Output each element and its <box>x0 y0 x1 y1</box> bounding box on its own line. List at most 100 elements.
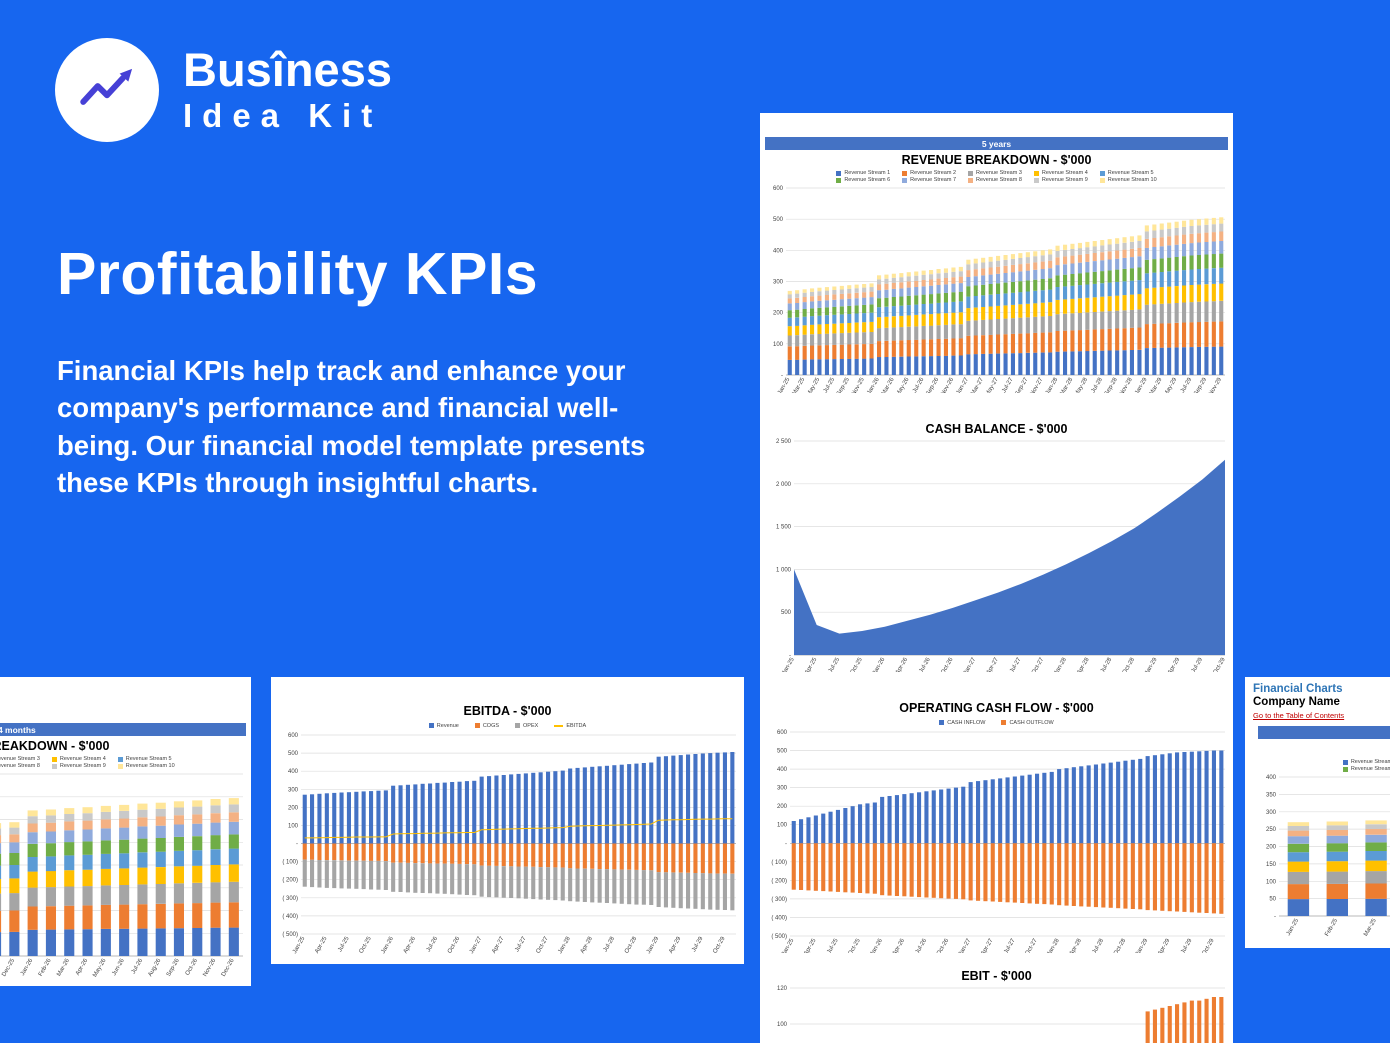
legend-label: Revenue Stream 4 <box>59 756 106 762</box>
legend-item: Revenue <box>428 723 459 729</box>
svg-text:500: 500 <box>773 217 784 223</box>
svg-text:( 200): ( 200) <box>282 878 298 884</box>
legend-label: Revenue Stream 10 <box>125 763 175 769</box>
svg-text:Feb-26: Feb-26 <box>38 957 53 977</box>
svg-text:Jun-26: Jun-26 <box>111 957 126 976</box>
svg-text:350: 350 <box>1266 792 1277 798</box>
legend-item: Revenue Stream 1 <box>836 170 890 176</box>
legend-item: EBITDA <box>554 723 586 729</box>
brand-name: Busîness <box>183 42 392 96</box>
svg-text:Oct-28: Oct-28 <box>624 935 639 954</box>
ebitda-chart: 600 500 400 300 200 100 - ( 100) ( 200) ( 300) ( 4… <box>282 733 736 955</box>
svg-text:Jul-26: Jul-26 <box>131 957 145 975</box>
legend-item: Revenue Stream 1 <box>1342 759 1390 765</box>
svg-text:100: 100 <box>777 1022 788 1028</box>
svg-text:Mar-26: Mar-26 <box>56 957 71 977</box>
svg-text:Oct-26: Oct-26 <box>447 935 462 954</box>
legend-swatch <box>51 756 57 762</box>
legend-label: Revenue Stream 8 <box>0 763 40 769</box>
svg-text:Oct-26: Oct-26 <box>185 957 200 976</box>
svg-text:100: 100 <box>777 823 788 829</box>
chart-title: EBIT - $'000 <box>961 969 1032 983</box>
svg-text:Feb-25: Feb-25 <box>1324 917 1339 937</box>
legend-item: Revenue Stream 8 <box>0 763 40 769</box>
brand-subname: Idea Kit <box>183 96 383 134</box>
legend-swatch <box>1099 170 1105 176</box>
svg-text:Jul-29: Jul-29 <box>1180 376 1194 394</box>
table-of-contents-link[interactable]: Go to the Table of Contents <box>1253 711 1345 720</box>
page-description: Financial KPIs help track and enhance yo… <box>57 355 646 499</box>
svg-text:2 000: 2 000 <box>776 482 792 488</box>
svg-text:( 400): ( 400) <box>282 914 298 920</box>
svg-text:May-26: May-26 <box>92 957 108 978</box>
svg-text:100: 100 <box>773 342 784 348</box>
legend-swatch <box>51 763 57 769</box>
svg-text:200: 200 <box>773 311 784 317</box>
brand-logo <box>55 38 159 142</box>
svg-text:Jan-28: Jan-28 <box>557 935 572 954</box>
svg-text:Oct-25: Oct-25 <box>359 935 374 954</box>
svg-text:2 500: 2 500 <box>776 439 792 445</box>
legend-item: Revenue Stream 3 <box>0 756 40 762</box>
legend-label: Revenue Stream 3 <box>976 170 1022 176</box>
svg-text:600: 600 <box>288 733 299 739</box>
svg-text:Jan-25: Jan-25 <box>1286 917 1301 936</box>
legend-label: Revenue Stream 3 <box>0 756 40 762</box>
svg-text:Jan-29: Jan-29 <box>646 935 661 954</box>
chart-title: REVENUE BREAKDOWN - $'000 <box>1253 742 1390 756</box>
svg-text:Oct-29: Oct-29 <box>712 935 727 954</box>
trend-arrow-icon <box>80 68 133 105</box>
svg-text:Apr-25: Apr-25 <box>314 935 329 954</box>
legend-item: Revenue Stream 4 <box>51 756 106 762</box>
revenue-breakdown-24m-chart: 40035030025020015010050-Jan-25Feb-25Mar-… <box>0 773 243 978</box>
legend-label: Revenue Stream 6 <box>844 177 891 183</box>
svg-text:300: 300 <box>1266 810 1277 816</box>
chart-title: REVENUE BREAKDOWN - $'000 <box>901 153 1092 167</box>
svg-text:200: 200 <box>777 804 788 810</box>
legend-label: CASH OUTFLOW <box>1009 719 1054 726</box>
legend-label: EBITDA <box>566 722 587 729</box>
legend-item: Revenue Stream 6 <box>836 177 890 183</box>
legend-item: Revenue Stream 2 <box>902 170 956 176</box>
svg-text:Jul-25: Jul-25 <box>337 935 351 953</box>
svg-text:-: - <box>781 373 783 379</box>
legend-swatch <box>117 763 123 769</box>
legend-label: Revenue Stream 7 <box>910 177 957 183</box>
svg-text:Jul-29: Jul-29 <box>691 935 705 953</box>
svg-text:( 300): ( 300) <box>282 896 298 902</box>
brand-text: Busîness Idea Kit <box>183 46 392 135</box>
svg-text:Aug-26: Aug-26 <box>148 957 163 977</box>
svg-text:Jul-26: Jul-26 <box>426 935 440 953</box>
legend-item: Revenue Stream 4 <box>1033 170 1088 176</box>
svg-text:Jul-27: Jul-27 <box>514 935 528 953</box>
svg-text:Apr-27: Apr-27 <box>491 935 506 954</box>
svg-text:400: 400 <box>1266 775 1277 781</box>
legend-swatch <box>117 756 123 762</box>
svg-text:( 300): ( 300) <box>771 897 787 903</box>
svg-text:Jul-27: Jul-27 <box>1001 376 1015 394</box>
legend-item: Revenue Stream 7 <box>902 177 956 183</box>
chart-legend: Revenue COGS OPEX EBITDA <box>271 721 744 730</box>
legend-line-marker <box>554 724 564 727</box>
chart-title: OPERATING CASH FLOW - $'000 <box>899 701 1094 715</box>
legend-label: COGS <box>482 722 500 729</box>
legend-swatch <box>1099 177 1105 183</box>
legend-item: Revenue Stream 5 <box>117 756 175 762</box>
legend-swatch <box>474 723 480 728</box>
svg-text:Nov-26: Nov-26 <box>202 957 217 977</box>
legend-label: Revenue Stream 1 <box>844 170 891 176</box>
chart-legend: CASH INFLOW CASH OUTFLOW <box>760 718 1233 727</box>
chart-card-cash-balance: CASH BALANCE - $'000 2 500 2 000 1 500 1 00… <box>760 393 1233 685</box>
legend-item: CASH INFLOW <box>939 720 985 726</box>
chart-title: REVENUE BREAKDOWN - $'000 <box>0 739 110 753</box>
svg-text:500: 500 <box>777 749 788 755</box>
svg-text:Apr-26: Apr-26 <box>75 957 90 976</box>
svg-text:500: 500 <box>288 751 299 757</box>
svg-text:100: 100 <box>1266 879 1277 885</box>
sheet-title: Financial Charts <box>1253 683 1343 695</box>
svg-text:-: - <box>789 653 791 659</box>
company-name: Company Name <box>1253 696 1340 708</box>
legend-swatch <box>902 170 908 176</box>
